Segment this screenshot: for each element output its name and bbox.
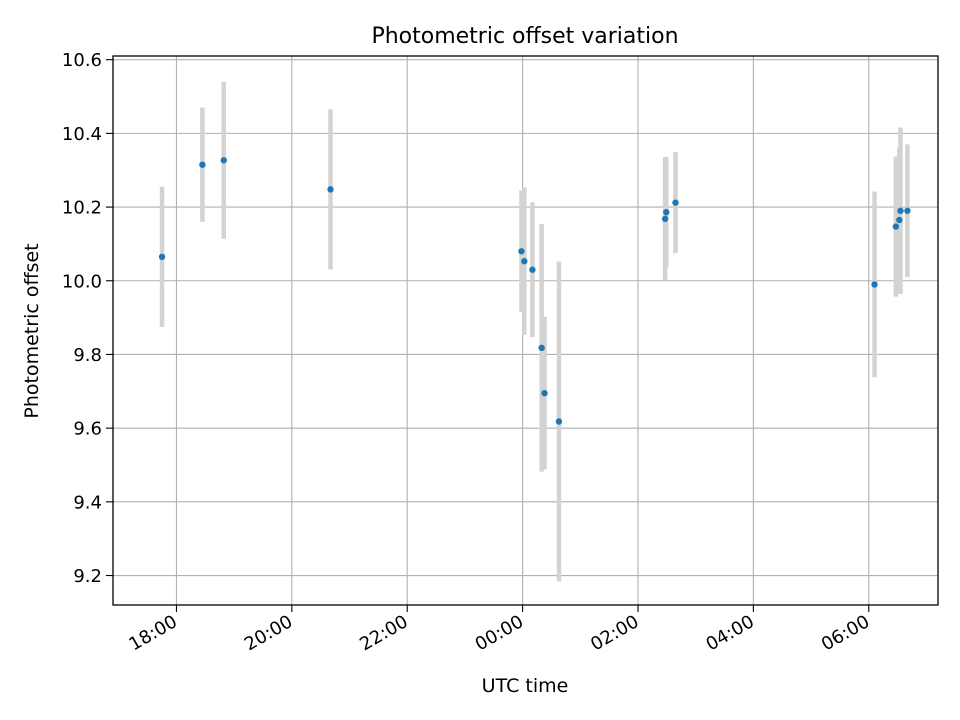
data-point (661, 215, 669, 223)
y-axis-ticks: 9.2 9.4 9.6 9.8 10.0 10.2 10.4 10.6 (62, 50, 113, 587)
data-point (327, 186, 334, 193)
data-point (541, 389, 548, 397)
y-tick-label: 9.6 (73, 419, 102, 440)
data-point (158, 253, 166, 261)
y-axis-label: Photometric offset (21, 243, 43, 418)
y-tick-label: 10.2 (62, 198, 102, 219)
data-point (220, 157, 227, 164)
plot-area-frame (112, 55, 939, 606)
data-point (896, 216, 903, 224)
x-tick-label: 22:00 (356, 611, 411, 655)
data-point (871, 281, 878, 288)
y-tick-label: 10.0 (62, 271, 102, 292)
data-point (521, 258, 528, 265)
y-tick-label: 9.2 (73, 566, 102, 587)
x-tick-label: 06:00 (818, 611, 873, 655)
data-point (518, 248, 525, 255)
data-point (538, 344, 545, 352)
data-point (904, 207, 911, 214)
chart-title: Photometric offset variation (371, 24, 678, 49)
data-point (555, 418, 563, 425)
error-bars (159, 81, 910, 582)
data-point (892, 223, 900, 230)
x-axis-label: UTC time (482, 675, 569, 697)
data-point (897, 207, 904, 214)
data-point (663, 209, 670, 216)
data-point (529, 266, 536, 273)
y-tick-label: 9.8 (73, 345, 102, 366)
x-tick-label: 00:00 (472, 611, 527, 655)
data-point (672, 199, 679, 206)
x-tick-label: 04:00 (702, 611, 757, 655)
x-tick-label: 20:00 (241, 611, 296, 655)
x-axis-ticks: 18:00 20:00 22:00 00:00 02:00 04:00 06:00 (126, 605, 873, 655)
y-tick-label: 10.6 (62, 50, 102, 71)
data-points (158, 157, 911, 425)
x-tick-label: 02:00 (587, 611, 642, 655)
x-tick-label: 18:00 (126, 611, 181, 655)
data-point (199, 161, 206, 168)
y-tick-label: 9.4 (73, 492, 102, 513)
y-tick-label: 10.4 (62, 124, 102, 145)
